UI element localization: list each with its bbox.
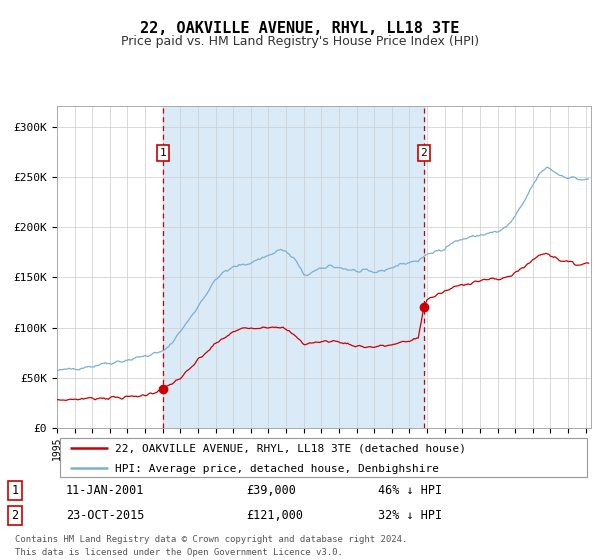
- Text: 1: 1: [11, 484, 19, 497]
- Text: 22, OAKVILLE AVENUE, RHYL, LL18 3TE: 22, OAKVILLE AVENUE, RHYL, LL18 3TE: [140, 21, 460, 36]
- Text: HPI: Average price, detached house, Denbighshire: HPI: Average price, detached house, Denb…: [115, 464, 439, 474]
- Text: 23-OCT-2015: 23-OCT-2015: [66, 509, 145, 522]
- Text: 2: 2: [421, 148, 427, 158]
- Bar: [163, 106, 424, 428]
- Text: This data is licensed under the Open Government Licence v3.0.: This data is licensed under the Open Gov…: [15, 548, 343, 557]
- Text: Price paid vs. HM Land Registry's House Price Index (HPI): Price paid vs. HM Land Registry's House …: [121, 35, 479, 48]
- Text: £39,000: £39,000: [246, 484, 296, 497]
- FancyBboxPatch shape: [59, 438, 587, 477]
- Text: 1: 1: [160, 148, 167, 158]
- Text: 11-JAN-2001: 11-JAN-2001: [66, 484, 145, 497]
- Text: £121,000: £121,000: [246, 509, 303, 522]
- Text: 22, OAKVILLE AVENUE, RHYL, LL18 3TE (detached house): 22, OAKVILLE AVENUE, RHYL, LL18 3TE (det…: [115, 444, 466, 454]
- Text: 32% ↓ HPI: 32% ↓ HPI: [378, 509, 442, 522]
- Text: 2: 2: [11, 509, 19, 522]
- Text: Contains HM Land Registry data © Crown copyright and database right 2024.: Contains HM Land Registry data © Crown c…: [15, 535, 407, 544]
- Text: 46% ↓ HPI: 46% ↓ HPI: [378, 484, 442, 497]
